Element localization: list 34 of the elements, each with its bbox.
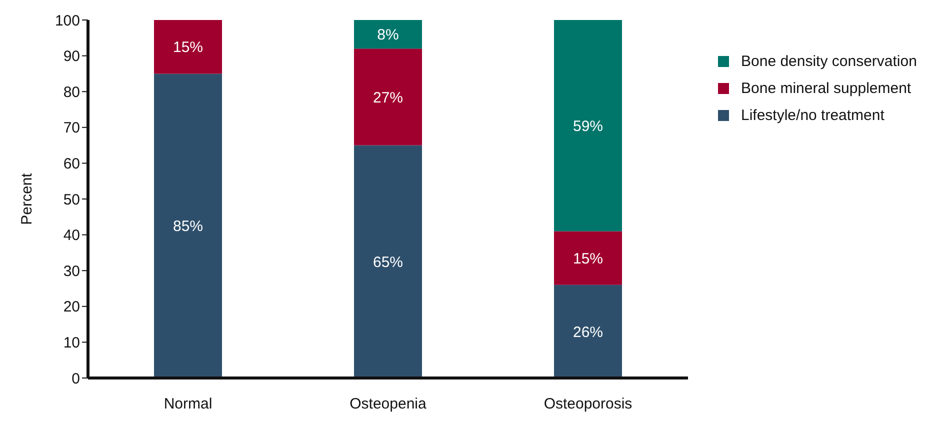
y-tick-label: 90 [63, 48, 80, 66]
legend-label: Bone mineral supplement [741, 80, 912, 97]
data-label: 26% [572, 324, 604, 341]
bar [154, 20, 222, 74]
y-tick-label: 30 [63, 262, 80, 280]
bar [154, 74, 222, 378]
bar [554, 20, 622, 232]
y-tick-label: 80 [63, 84, 80, 101]
y-tick-label: 70 [63, 120, 80, 137]
bar [354, 145, 422, 378]
bar [554, 284, 622, 378]
data-label: 15% [172, 39, 204, 56]
data-label: 65% [372, 254, 404, 271]
y-tick-label: 100 [54, 12, 80, 30]
y-tick-label: 60 [63, 156, 80, 173]
bar [354, 48, 422, 146]
data-label: 15% [572, 250, 604, 268]
data-label: 85% [172, 218, 204, 236]
y-tick-label: 40 [63, 227, 80, 244]
bar [354, 20, 422, 49]
x-tick-label: Osteopenia [350, 396, 428, 413]
y-tick-label: 0 [72, 370, 80, 388]
x-tick-label: Normal [164, 396, 212, 413]
data-label: 8% [377, 26, 399, 44]
y-tick-label: 20 [63, 298, 80, 316]
bar [554, 231, 622, 285]
x-tick-label: Osteoporosis [544, 396, 632, 413]
y-tick-label: 10 [63, 334, 80, 352]
data-label: 59% [572, 118, 604, 135]
y-axis-title: Percent [18, 172, 36, 225]
y-tick-label: 50 [63, 191, 80, 208]
legend-label: Lifestyle/no treatment [741, 107, 884, 124]
legend-label: Bone density conservation [741, 53, 917, 70]
data-label: 27% [372, 89, 404, 106]
